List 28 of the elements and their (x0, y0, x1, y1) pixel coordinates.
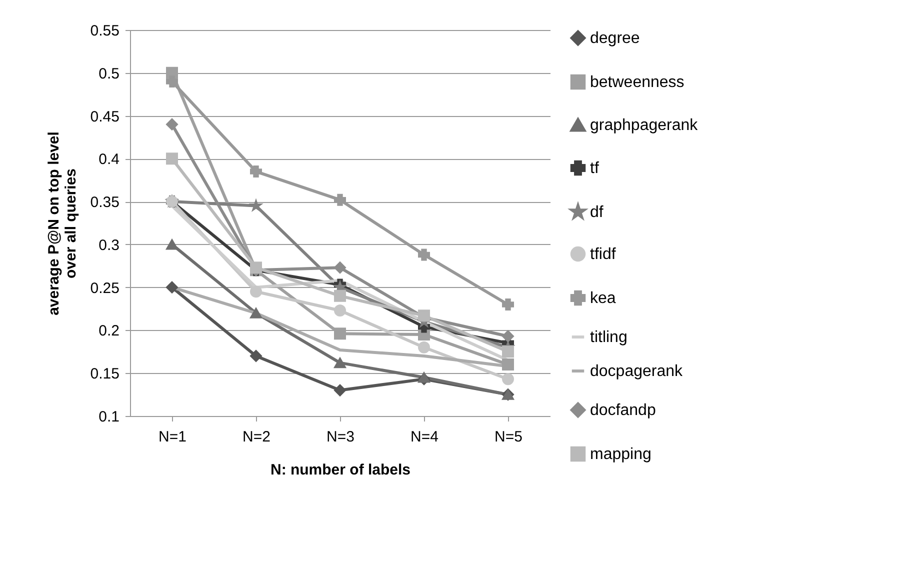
legend-label: kea (590, 290, 616, 307)
legend-label: graphpagerank (590, 117, 699, 134)
legend-label: docfandp (590, 402, 656, 419)
legend-label: docpagerank (590, 363, 684, 380)
y-tick-label: 0.4 (98, 151, 120, 168)
y-axis-title: average P@N on top level over all queries (45, 132, 80, 316)
legend-label: titling (590, 329, 628, 346)
y-tick-label: 0.15 (90, 366, 120, 383)
x-tick-label: N=3 (326, 428, 354, 446)
legend-label: mapping (590, 446, 652, 463)
legend-label: tfidf (590, 246, 616, 263)
y-tick-label: 0.3 (98, 236, 120, 254)
x-tick-label: N=2 (242, 428, 270, 446)
legend-label: tf (590, 160, 600, 177)
legend-label: df (590, 204, 604, 221)
legend-label: degree (590, 30, 640, 47)
y-tick-label: 0.5 (98, 65, 120, 82)
y-tick-label: 0.45 (90, 108, 120, 126)
x-tick-label: N=1 (158, 428, 186, 446)
x-tick-label: N=4 (410, 428, 438, 446)
y-tick-label: 0.1 (98, 408, 120, 426)
y-tick-label: 0.25 (90, 280, 120, 297)
y-tick-label: 0.55 (90, 22, 120, 40)
x-axis-title: N: number of labels (270, 462, 411, 478)
y-tick-label: 0.35 (90, 194, 120, 212)
legend-label: betweenness (590, 74, 684, 91)
x-tick-label: N=5 (494, 428, 522, 446)
y-tick-label: 0.2 (98, 322, 120, 340)
